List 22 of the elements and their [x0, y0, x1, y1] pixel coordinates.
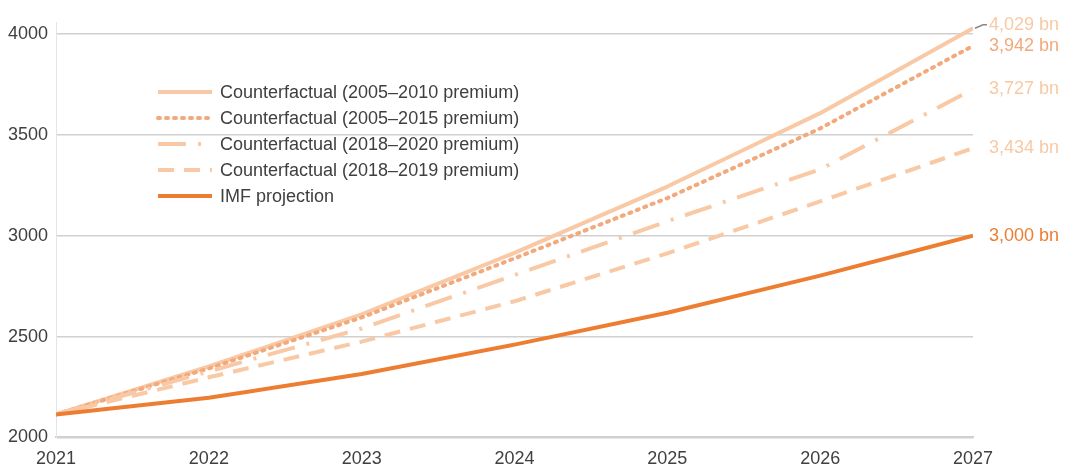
legend-label: Counterfactual (2005–2015 premium): [220, 107, 520, 129]
data-label: 3,000 bn: [989, 224, 1060, 245]
legend-label: Counterfactual (2005–2010 premium): [220, 81, 520, 103]
x-tick-label: 2024: [494, 448, 535, 469]
y-tick-label: 2500: [8, 325, 49, 346]
y-tick-label: 2000: [8, 426, 49, 447]
data-label: 3,727 bn: [989, 78, 1060, 99]
legend-label: Counterfactual (2018–2019 premium): [220, 159, 520, 181]
y-tick-label: 3500: [8, 123, 49, 144]
data-label: 3,942 bn: [989, 34, 1060, 55]
x-tick-label: 2025: [647, 448, 688, 469]
legend-label: IMF projection: [220, 185, 335, 207]
x-tick-label: 2026: [800, 448, 841, 469]
data-label: 4,029 bn: [989, 13, 1060, 34]
legend-label: Counterfactual (2018–2020 premium): [220, 133, 520, 155]
x-tick-label: 2023: [341, 448, 382, 469]
y-tick-label: 3000: [8, 224, 49, 245]
x-tick-label: 2027: [952, 448, 994, 469]
x-tick-label: 2022: [188, 448, 229, 469]
data-label: 3,434 bn: [989, 137, 1060, 158]
x-tick-label: 2021: [36, 448, 77, 469]
y-tick-label: 4000: [8, 23, 49, 44]
